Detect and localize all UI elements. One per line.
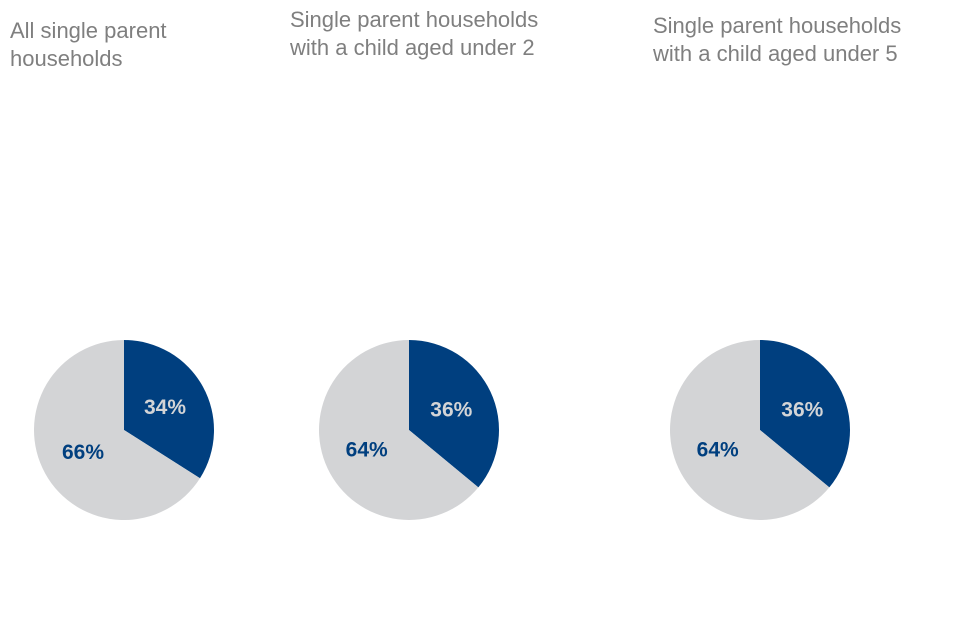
pie-slice-label: 64% [697, 438, 739, 461]
pie-slice-highlight [760, 340, 851, 488]
chart-title-all-households: All single parent households [10, 18, 167, 71]
chart-title-child-under-5: Single parent households with a child ag… [653, 13, 902, 66]
pie-child-under-2: 36% 64% [319, 340, 500, 520]
pie-slice-label: 36% [430, 399, 472, 422]
pie-slice-label: 34% [144, 396, 186, 419]
pie-slice-remainder [319, 340, 479, 520]
pie-all-households: 34% 66% [33, 340, 214, 520]
pie-slice-highlight [409, 340, 500, 488]
pie-slice-label: 36% [781, 399, 823, 422]
pie-slice-remainder [33, 340, 200, 520]
chart-title-child-under-2: Single parent households with a child ag… [290, 7, 539, 60]
pie-slice-remainder [670, 340, 830, 520]
pie-child-under-5: 36% 64% [670, 340, 851, 520]
pie-slice-highlight [124, 340, 214, 479]
pie-slice-label: 66% [62, 441, 104, 464]
pie-slice-label: 64% [346, 438, 388, 461]
